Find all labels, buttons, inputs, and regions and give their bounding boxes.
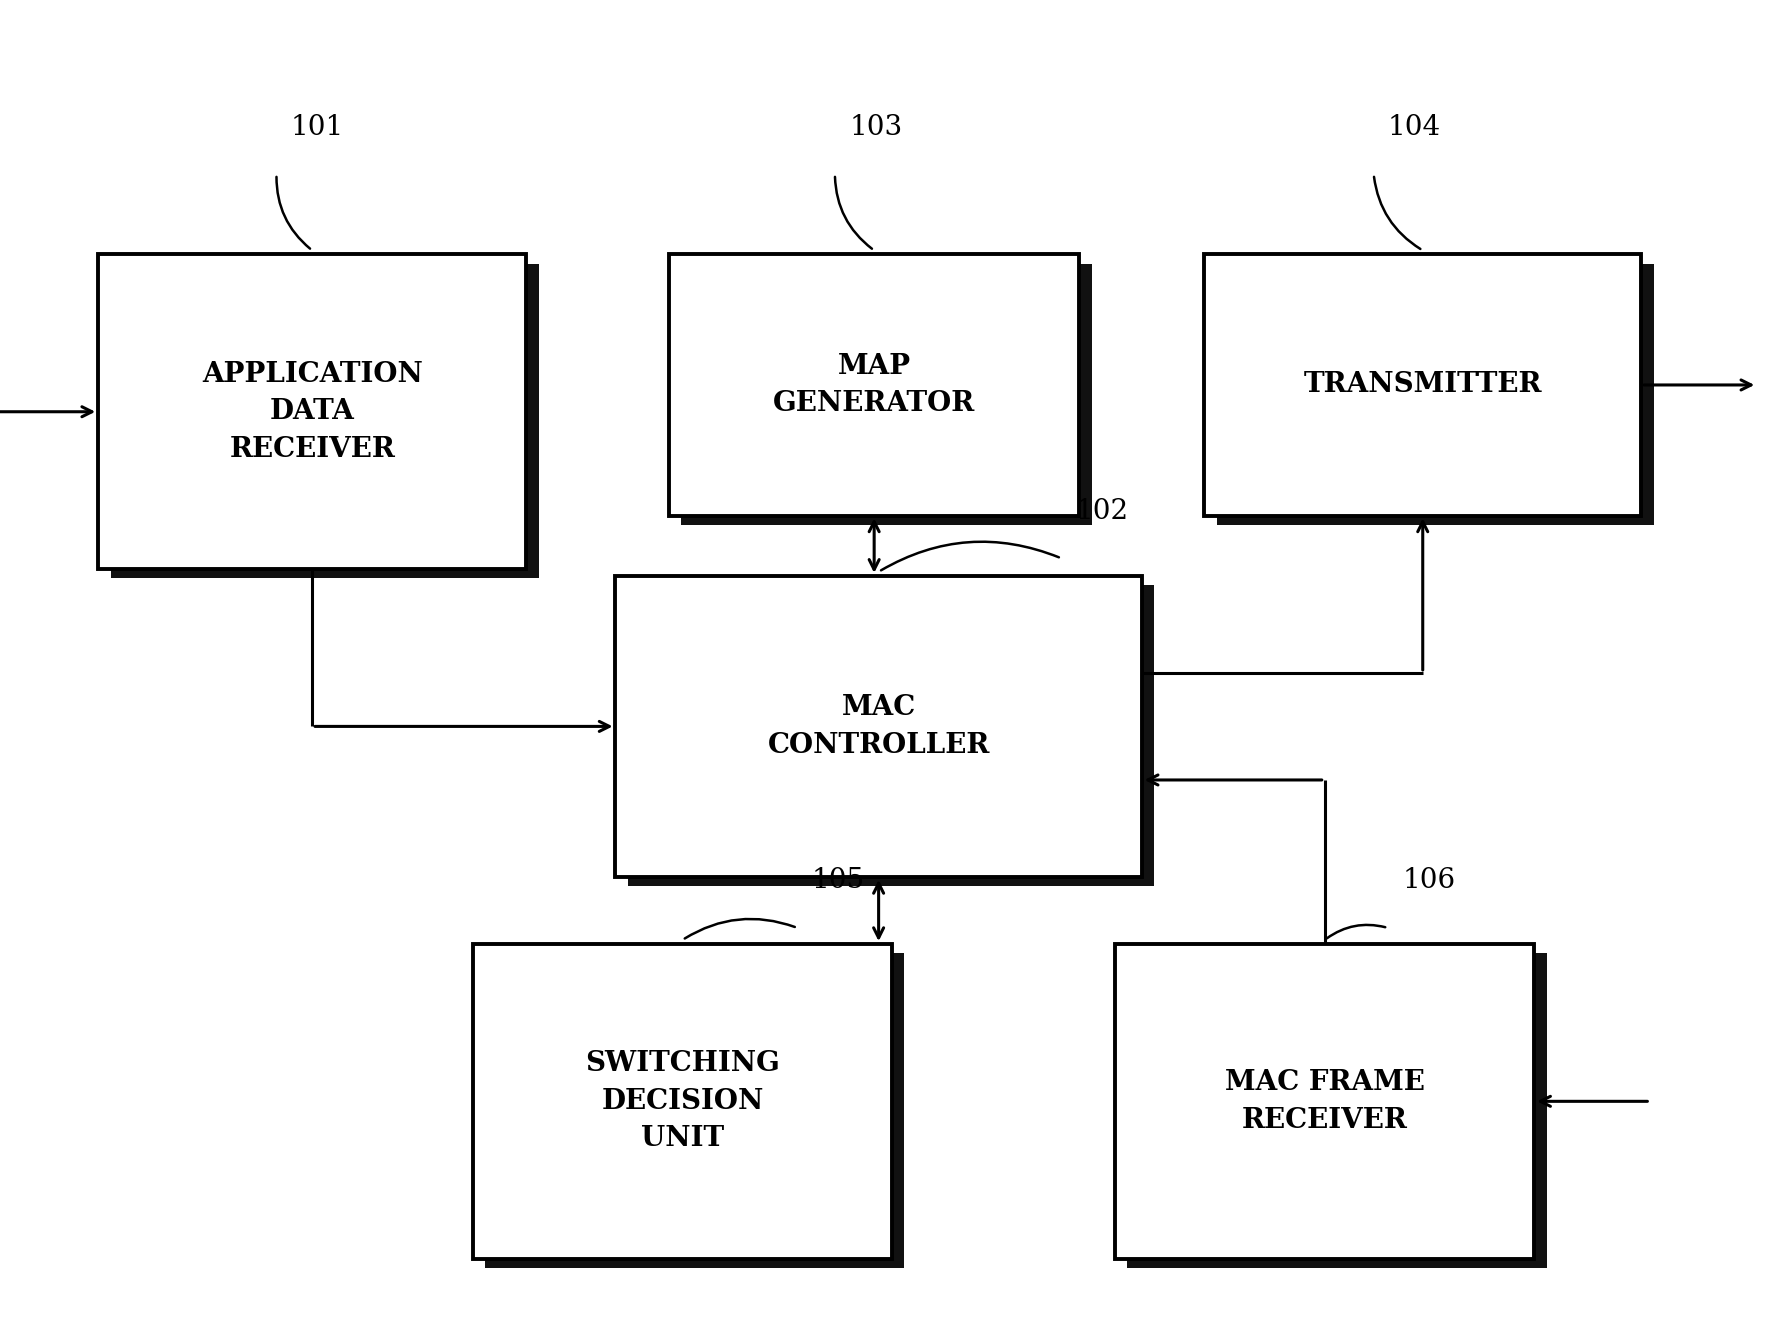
- Bar: [615, 576, 1142, 877]
- Text: 101: 101: [291, 114, 344, 141]
- Polygon shape: [681, 264, 1092, 525]
- Bar: [473, 944, 892, 1259]
- Text: 104: 104: [1388, 114, 1441, 141]
- Polygon shape: [111, 264, 539, 578]
- Text: MAP
GENERATOR: MAP GENERATOR: [772, 352, 976, 418]
- Text: SWITCHING
DECISION
UNIT: SWITCHING DECISION UNIT: [585, 1050, 780, 1153]
- Polygon shape: [628, 585, 1154, 886]
- Text: 103: 103: [849, 114, 903, 141]
- Text: MAC
CONTROLLER: MAC CONTROLLER: [767, 694, 990, 759]
- Polygon shape: [1127, 953, 1547, 1268]
- Text: 106: 106: [1402, 868, 1456, 894]
- Text: 102: 102: [1076, 498, 1129, 525]
- Text: 105: 105: [812, 868, 865, 894]
- Polygon shape: [485, 953, 904, 1268]
- Text: APPLICATION
DATA
RECEIVER: APPLICATION DATA RECEIVER: [202, 360, 423, 463]
- Bar: [1115, 944, 1534, 1259]
- Text: MAC FRAME
RECEIVER: MAC FRAME RECEIVER: [1224, 1069, 1425, 1134]
- Bar: [669, 254, 1079, 516]
- Bar: [98, 254, 526, 569]
- Polygon shape: [1217, 264, 1654, 525]
- Text: TRANSMITTER: TRANSMITTER: [1304, 371, 1541, 399]
- Bar: [1204, 254, 1641, 516]
